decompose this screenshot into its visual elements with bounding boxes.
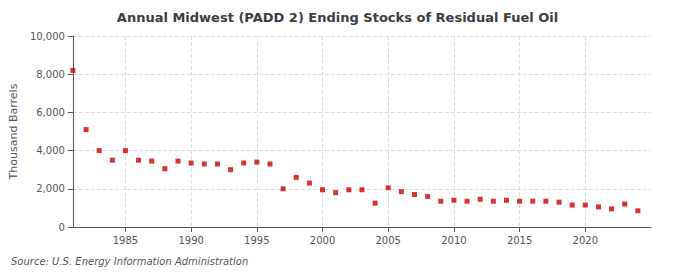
svg-text:2005: 2005 bbox=[375, 235, 400, 246]
svg-text:Source: U.S. Energy Informatio: Source: U.S. Energy Information Administ… bbox=[11, 256, 248, 267]
svg-text:Annual Midwest (PADD 2) Ending: Annual Midwest (PADD 2) Ending Stocks of… bbox=[117, 10, 558, 25]
svg-text:8,000: 8,000 bbox=[36, 69, 65, 80]
svg-text:6,000: 6,000 bbox=[36, 107, 65, 118]
svg-text:1990: 1990 bbox=[178, 235, 203, 246]
svg-text:1995: 1995 bbox=[244, 235, 269, 246]
svg-text:2015: 2015 bbox=[507, 235, 532, 246]
svg-text:10,000: 10,000 bbox=[30, 31, 65, 42]
svg-text:2020: 2020 bbox=[573, 235, 598, 246]
svg-text:2010: 2010 bbox=[441, 235, 466, 246]
svg-text:2000: 2000 bbox=[310, 235, 335, 246]
svg-text:1985: 1985 bbox=[113, 235, 138, 246]
svg-text:4,000: 4,000 bbox=[36, 145, 65, 156]
svg-text:0: 0 bbox=[59, 222, 65, 233]
svg-text:2,000: 2,000 bbox=[36, 183, 65, 194]
svg-text:Thousand Barrels: Thousand Barrels bbox=[7, 83, 20, 180]
